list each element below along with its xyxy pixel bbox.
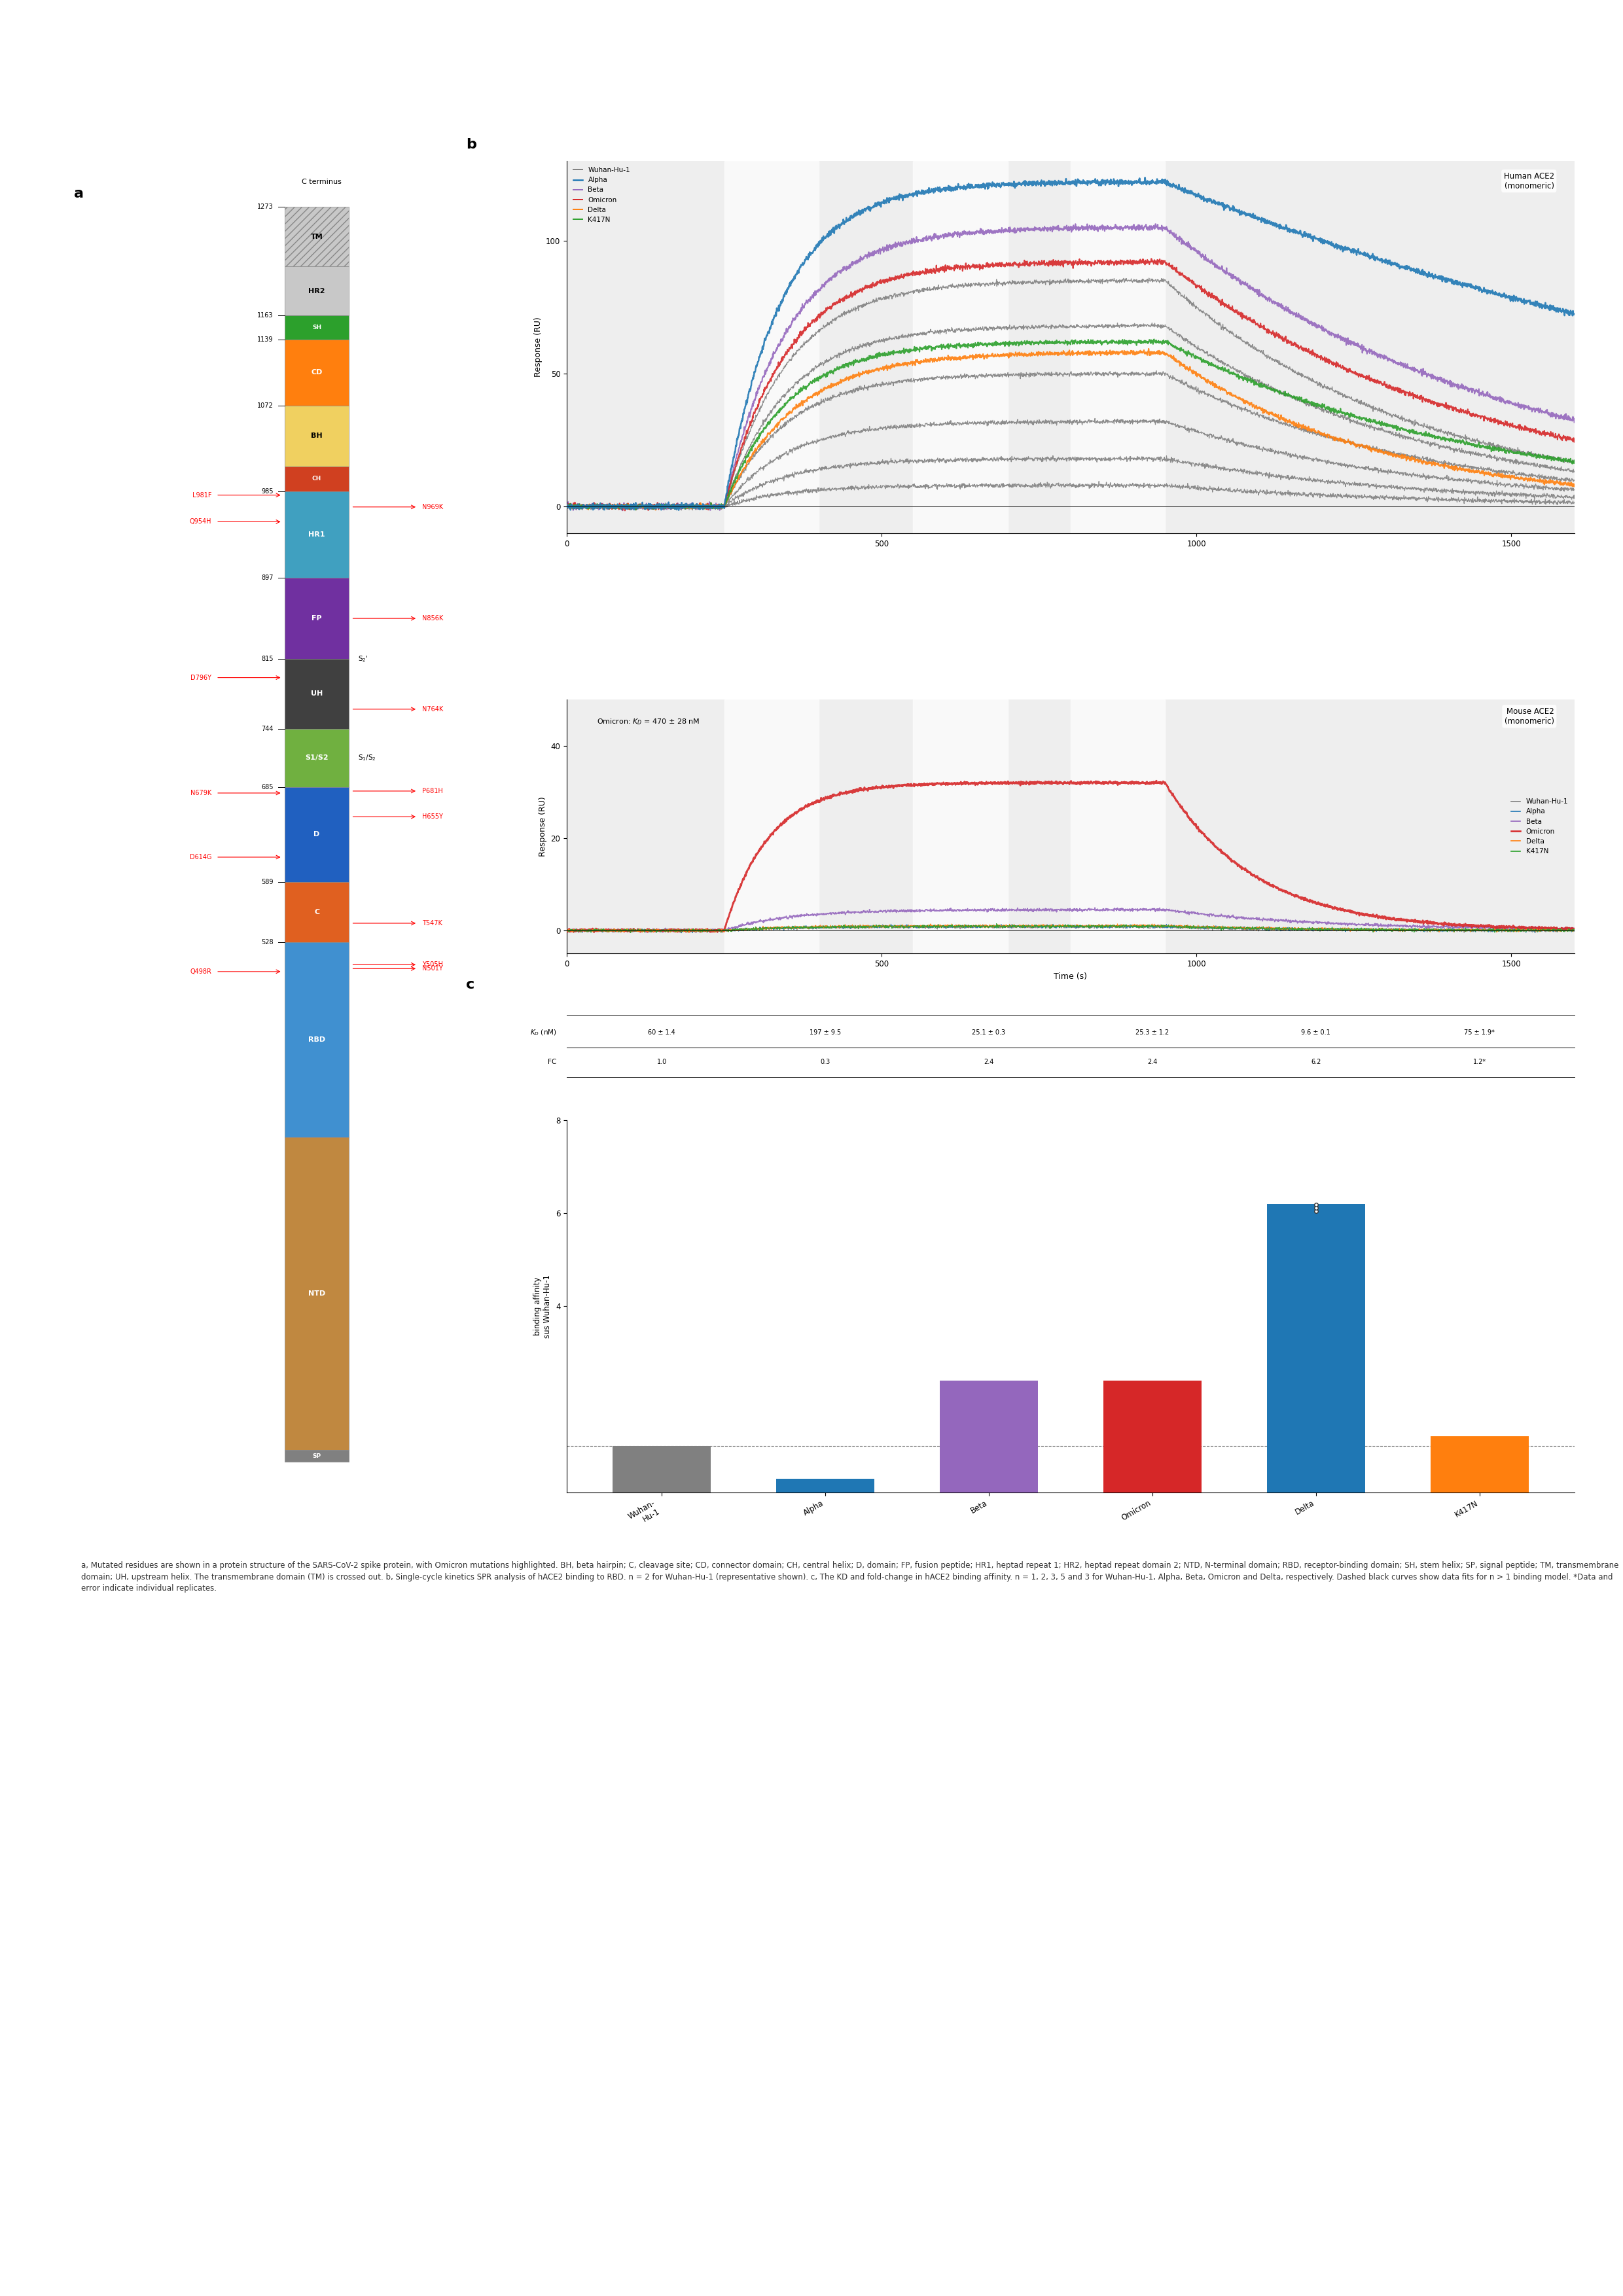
- Bar: [612, 1446, 711, 1492]
- Bar: [284, 1137, 349, 1451]
- X-axis label: Time (s): Time (s): [1053, 971, 1087, 980]
- Text: 1.2*: 1.2*: [1472, 1058, 1487, 1065]
- Bar: [914, 700, 1008, 953]
- Text: S$_2$': S$_2$': [359, 654, 368, 664]
- Text: $K_D$ (nM): $K_D$ (nM): [531, 1029, 557, 1038]
- Text: CH: CH: [312, 475, 321, 482]
- Text: 6.2: 6.2: [1311, 1058, 1321, 1065]
- Text: 744: 744: [261, 726, 273, 732]
- Text: FP: FP: [312, 615, 321, 622]
- Text: TM: TM: [310, 234, 323, 241]
- Text: BH: BH: [312, 432, 323, 439]
- Text: HR2: HR2: [308, 287, 325, 294]
- Text: 2.4: 2.4: [1147, 1058, 1157, 1065]
- Bar: [940, 1380, 1037, 1492]
- Text: 1.0: 1.0: [657, 1058, 667, 1065]
- Text: 60 ± 1.4: 60 ± 1.4: [648, 1029, 675, 1035]
- Bar: [1071, 161, 1165, 533]
- Bar: [284, 728, 349, 788]
- Bar: [284, 340, 349, 406]
- Text: 197 ± 9.5: 197 ± 9.5: [810, 1029, 841, 1035]
- Text: UH: UH: [312, 691, 323, 698]
- Text: D796Y: D796Y: [190, 675, 211, 682]
- Text: 685: 685: [261, 783, 273, 790]
- Text: 9.6 ± 0.1: 9.6 ± 0.1: [1302, 1029, 1331, 1035]
- Bar: [284, 579, 349, 659]
- Text: C terminus: C terminus: [302, 179, 341, 186]
- Text: Y505H: Y505H: [422, 962, 443, 969]
- Bar: [776, 1479, 875, 1492]
- Bar: [284, 466, 349, 491]
- Legend: Wuhan-Hu-1, Alpha, Beta, Omicron, Delta, K417N: Wuhan-Hu-1, Alpha, Beta, Omicron, Delta,…: [1508, 797, 1571, 856]
- Bar: [284, 882, 349, 941]
- Bar: [1071, 700, 1165, 953]
- Bar: [724, 700, 818, 953]
- Text: Q498R: Q498R: [190, 969, 211, 976]
- Bar: [284, 266, 349, 315]
- Text: 2.4: 2.4: [984, 1058, 993, 1065]
- Legend: Wuhan-Hu-1, Alpha, Beta, Omicron, Delta, K417N: Wuhan-Hu-1, Alpha, Beta, Omicron, Delta,…: [570, 163, 633, 225]
- Text: 25.3 ± 1.2: 25.3 ± 1.2: [1136, 1029, 1169, 1035]
- Text: 1072: 1072: [256, 402, 273, 409]
- Bar: [914, 161, 1008, 533]
- Bar: [284, 941, 349, 1137]
- Text: Mouse ACE2
(monomeric): Mouse ACE2 (monomeric): [1505, 707, 1555, 726]
- Text: a, Mutated residues are shown in a protein structure of the SARS-CoV-2 spike pro: a, Mutated residues are shown in a prote…: [81, 1561, 1618, 1593]
- Text: HR1: HR1: [308, 530, 325, 537]
- Text: CD: CD: [312, 370, 323, 377]
- Bar: [1268, 1203, 1365, 1492]
- Text: Omicron: $K_D$ = 470 ± 28 nM: Omicron: $K_D$ = 470 ± 28 nM: [597, 716, 700, 726]
- Text: H655Y: H655Y: [422, 813, 443, 820]
- Text: c: c: [466, 978, 476, 992]
- Bar: [284, 659, 349, 728]
- Text: 985: 985: [261, 489, 273, 494]
- Text: C: C: [315, 909, 320, 916]
- Text: SP: SP: [313, 1453, 321, 1458]
- Text: N501Y: N501Y: [422, 964, 443, 971]
- Text: 528: 528: [261, 939, 273, 946]
- Text: N764K: N764K: [422, 705, 443, 712]
- Text: a: a: [75, 188, 84, 200]
- Text: D: D: [313, 831, 320, 838]
- Text: L981F: L981F: [192, 491, 211, 498]
- Bar: [1430, 1437, 1529, 1492]
- Text: 1139: 1139: [258, 335, 273, 342]
- Y-axis label: Response (RU): Response (RU): [539, 797, 547, 856]
- Bar: [284, 1451, 349, 1463]
- Bar: [284, 315, 349, 340]
- Bar: [724, 161, 818, 533]
- Bar: [284, 788, 349, 882]
- Text: N856K: N856K: [422, 615, 443, 622]
- Text: 815: 815: [261, 657, 273, 661]
- Text: D614G: D614G: [190, 854, 211, 861]
- Text: 75 ± 1.9*: 75 ± 1.9*: [1464, 1029, 1495, 1035]
- Text: 0.3: 0.3: [820, 1058, 831, 1065]
- Text: 1163: 1163: [258, 312, 273, 319]
- Text: b: b: [466, 138, 477, 152]
- Bar: [1104, 1380, 1201, 1492]
- Text: RBD: RBD: [308, 1035, 325, 1042]
- Text: Q954H: Q954H: [190, 519, 211, 526]
- Text: 589: 589: [261, 879, 273, 884]
- Text: FC: FC: [549, 1058, 557, 1065]
- Text: N679K: N679K: [190, 790, 211, 797]
- Bar: [284, 491, 349, 579]
- Text: 1273: 1273: [256, 204, 273, 211]
- Y-axis label: Response (RU): Response (RU): [534, 317, 542, 377]
- Bar: [284, 207, 349, 266]
- Text: 25.1 ± 0.3: 25.1 ± 0.3: [972, 1029, 1006, 1035]
- Text: S1/S2: S1/S2: [305, 755, 328, 762]
- Text: N969K: N969K: [422, 503, 443, 510]
- Text: Human ACE2
(monomeric): Human ACE2 (monomeric): [1503, 172, 1555, 191]
- Text: NTD: NTD: [308, 1290, 325, 1297]
- Bar: [284, 406, 349, 466]
- Text: 897: 897: [261, 574, 273, 581]
- Text: T547K: T547K: [422, 921, 443, 928]
- Y-axis label: binding affinity
sus Wuhan-Hu-1: binding affinity sus Wuhan-Hu-1: [534, 1274, 552, 1339]
- Text: SH: SH: [312, 324, 321, 331]
- Text: P681H: P681H: [422, 788, 443, 794]
- Text: S$_1$/S$_2$: S$_1$/S$_2$: [359, 753, 377, 762]
